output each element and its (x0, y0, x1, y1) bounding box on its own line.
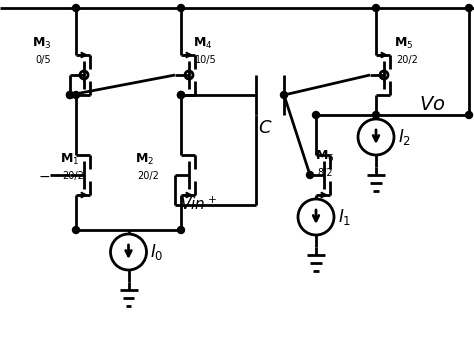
Text: M$_1$: M$_1$ (60, 152, 79, 167)
Text: 20/2: 20/2 (396, 55, 418, 65)
Text: $I_1$: $I_1$ (338, 207, 351, 227)
Text: $I_0$: $I_0$ (151, 242, 164, 262)
Circle shape (66, 92, 73, 98)
Text: M$_4$: M$_4$ (193, 36, 212, 51)
Text: 20/2: 20/2 (62, 171, 84, 181)
Circle shape (307, 171, 313, 179)
Text: $C$: $C$ (258, 119, 272, 137)
Text: M$_2$: M$_2$ (135, 152, 154, 167)
Text: M$_6$: M$_6$ (315, 149, 335, 164)
Text: 10/5: 10/5 (195, 55, 217, 65)
Circle shape (177, 92, 184, 98)
Text: $I_2$: $I_2$ (398, 127, 411, 147)
Circle shape (312, 111, 319, 118)
Circle shape (66, 92, 73, 98)
Circle shape (465, 5, 473, 11)
Circle shape (281, 92, 288, 98)
Circle shape (73, 5, 80, 11)
Text: $Vo$: $Vo$ (419, 95, 446, 114)
Circle shape (465, 111, 473, 118)
Circle shape (373, 5, 380, 11)
Circle shape (373, 111, 380, 118)
Text: $Vin^+$: $Vin^+$ (180, 196, 217, 213)
Circle shape (177, 227, 184, 233)
Text: 8/2: 8/2 (317, 168, 333, 178)
Text: 0/5: 0/5 (35, 55, 51, 65)
Text: M$_3$: M$_3$ (32, 36, 52, 51)
Circle shape (73, 92, 80, 98)
Text: 20/2: 20/2 (137, 171, 159, 181)
Circle shape (177, 5, 184, 11)
Text: M$_5$: M$_5$ (394, 36, 413, 51)
Text: $-$: $-$ (38, 169, 50, 183)
Circle shape (177, 92, 184, 98)
Circle shape (73, 227, 80, 233)
